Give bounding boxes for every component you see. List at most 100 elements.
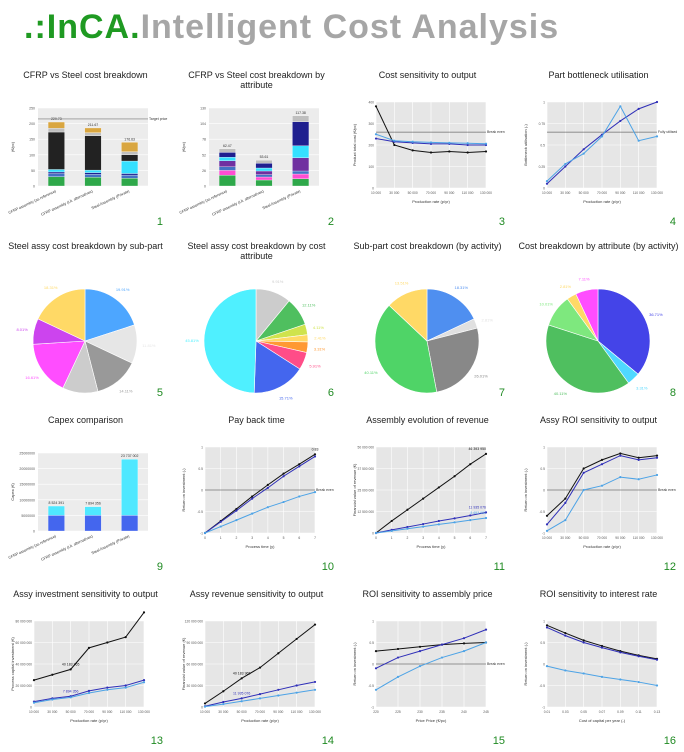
data-point <box>600 484 604 487</box>
end-label: 0.83 <box>312 447 319 451</box>
bar-segment <box>121 515 139 532</box>
slice-label: 2.81% <box>560 284 572 289</box>
data-point <box>219 520 222 523</box>
y-axis-label: Return on investment (-) <box>523 468 528 512</box>
chart-svg: -1 -0.5 0 0.5 1 0.01 0.03 0.05 0.07 0.09 0.11 0.13 C… <box>523 620 660 724</box>
data-point <box>87 691 91 695</box>
data-point <box>124 636 127 639</box>
bar-segment <box>121 151 139 155</box>
y-tick-label: 0.5 <box>198 467 203 471</box>
y-axis-label: Process capital investment (€) <box>10 637 15 691</box>
data-point <box>106 641 109 644</box>
y-axis-label: Product total cost (€/pc) <box>352 123 357 166</box>
y-tick-label: 52 <box>202 153 206 157</box>
y-tick-label: 0 <box>543 663 545 667</box>
chart-panel-1: CFRP vs Steel cost breakdown 1 0 50 100 150 20… <box>0 56 171 229</box>
x-tick-label: 2 <box>407 536 409 540</box>
data-point <box>564 519 567 522</box>
data-point <box>295 637 298 641</box>
y-axis-label: Return on investment (-) <box>352 642 357 686</box>
data-point <box>600 458 604 461</box>
pie-slice <box>253 340 301 394</box>
y-tick-label: 50 000 000 <box>357 446 374 450</box>
slice-label: 14.11% <box>119 388 133 393</box>
bar-segment <box>292 145 310 158</box>
bar-segment <box>47 128 65 133</box>
data-point <box>313 455 317 458</box>
data-point <box>298 465 301 468</box>
chart-svg: 9.91% 12.11% 4.11% 2.41% 3.31% 5.91% 15.71% 45.… <box>185 279 326 400</box>
slice-label: 3.31% <box>314 347 326 352</box>
y-tick-label: 90 000 000 <box>186 641 203 645</box>
chart-svg: 0 5000000 10000000 15000000 20000000 25000000… <box>8 452 148 562</box>
chart-panel-6: Steel assy cost breakdown by cost attrib… <box>171 227 342 400</box>
data-point <box>437 519 440 523</box>
x-tick-label: 0.01 <box>544 710 551 714</box>
bar-segment <box>84 135 102 171</box>
y-tick-label: 130 <box>200 107 206 111</box>
bar-total-label: 8 524 391 <box>49 501 65 505</box>
x-tick-label: 0.03 <box>562 710 569 714</box>
slice-label: 19.91% <box>116 287 130 292</box>
data-point <box>266 506 269 509</box>
bar-segment <box>47 131 65 170</box>
x-axis-label: Price Price (€/pc) <box>416 718 447 723</box>
x-tick-label: 7 <box>485 536 487 540</box>
bar-segment <box>84 515 102 532</box>
data-point <box>411 140 414 143</box>
pie-slice <box>32 340 86 389</box>
y-tick-label: 0 <box>33 530 35 534</box>
y-tick-label: 1 <box>201 446 203 450</box>
reference-label: Break even <box>316 488 334 492</box>
chart-panel-3: Cost sensitivity to output 3 0 100 200 300 400… <box>342 56 513 229</box>
data-point <box>484 516 488 520</box>
slice-label: 36.71% <box>649 312 663 317</box>
data-point <box>453 475 456 478</box>
data-point <box>655 100 659 104</box>
x-tick-label: 10 000 <box>542 191 552 195</box>
x-tick-label: 30 000 <box>218 710 228 714</box>
chart-panel-13: Assy investment sensitivity to output 13 0… <box>0 575 171 748</box>
y-tick-label: 0 <box>204 185 206 189</box>
data-point <box>32 679 36 682</box>
x-tick-label: 0.05 <box>580 710 587 714</box>
y-tick-label: 0.75 <box>539 122 546 126</box>
bar-segment <box>47 171 65 174</box>
point-label: 40 183 965 <box>233 671 251 675</box>
data-point <box>106 688 109 691</box>
point-label: 7 894 356 <box>63 689 79 693</box>
y-tick-label: 1 <box>543 446 545 450</box>
bar-segment <box>255 170 273 175</box>
data-point <box>240 677 243 680</box>
data-point <box>390 519 393 523</box>
y-tick-label: 0 <box>33 185 35 189</box>
end-label: 11 935 076 <box>469 505 486 509</box>
bar-total-label: 117.38 <box>295 111 305 115</box>
x-tick-label: 4 <box>267 536 269 540</box>
bar-segment <box>84 177 102 187</box>
chart-panel-5: Steel assy cost breakdown by sub-part 5 19… <box>0 227 171 400</box>
end-label: 8 653 931 <box>470 511 486 515</box>
data-point <box>235 519 238 522</box>
x-tick-label: 3 <box>422 536 424 540</box>
y-tick-label: 0.5 <box>540 641 545 645</box>
chart-title: Pay back time <box>228 415 285 425</box>
y-tick-label: 0 <box>543 489 545 493</box>
y-axis-label: (€/pc) <box>181 141 186 152</box>
chart-svg: 0 12 500 000 25 000 000 37 500 000 50 000 00… <box>352 446 488 549</box>
y-axis-label: Financial value of revenue (€) <box>181 637 186 690</box>
bar-segment <box>121 154 139 162</box>
data-point <box>298 495 301 498</box>
slice-label: 5.91% <box>309 364 321 369</box>
data-point <box>469 519 472 522</box>
data-point <box>282 475 285 478</box>
x-tick-label: 90 000 <box>615 191 625 195</box>
y-tick-label: 60 000 000 <box>186 663 203 667</box>
y-tick-label: 400 <box>368 101 374 105</box>
pie-slice <box>374 304 438 394</box>
data-point <box>222 690 225 693</box>
data-point <box>600 644 604 648</box>
chart-panel-14: Assy revenue sensitivity to output 14 0 30 … <box>171 575 342 748</box>
data-point <box>484 511 488 514</box>
